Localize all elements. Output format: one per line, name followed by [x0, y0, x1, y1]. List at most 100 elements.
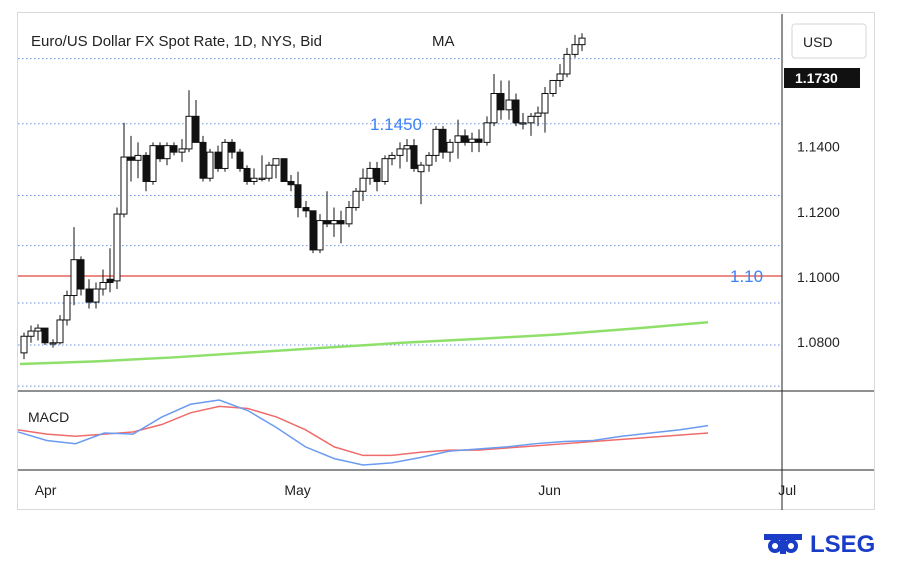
- candle: [359, 168, 367, 202]
- candle-body: [352, 190, 360, 209]
- candle: [272, 158, 280, 179]
- candle-body: [483, 122, 491, 143]
- candle: [425, 152, 433, 172]
- candle: [505, 80, 513, 120]
- candle: [475, 129, 483, 153]
- candle: [571, 34, 579, 58]
- candle-body: [250, 177, 258, 182]
- candle-body: [366, 167, 374, 179]
- candle: [403, 139, 411, 162]
- candle-body: [287, 180, 295, 186]
- candle-body: [446, 141, 454, 153]
- candle: [156, 142, 164, 162]
- candle: [127, 135, 135, 182]
- candle: [302, 201, 310, 218]
- candle-body: [92, 288, 100, 303]
- candle-body: [228, 141, 236, 153]
- candle-body: [41, 327, 49, 344]
- candle-body: [142, 154, 150, 182]
- candle-body: [243, 167, 251, 182]
- candle-body: [410, 145, 418, 169]
- candle-body: [316, 220, 324, 251]
- candle: [287, 174, 295, 192]
- lseg-logo: LSEG: [762, 530, 875, 558]
- candle-body: [417, 164, 425, 173]
- candle: [280, 158, 288, 182]
- candle: [20, 332, 28, 360]
- candle-body: [330, 220, 338, 225]
- candle: [56, 315, 64, 345]
- candle-body: [527, 115, 535, 124]
- candle-body: [120, 156, 128, 215]
- candle: [309, 210, 317, 254]
- y-tick-label: 1.1200: [797, 204, 840, 220]
- candle-body: [134, 154, 142, 161]
- candle-body: [549, 79, 557, 95]
- candle-body: [359, 177, 367, 192]
- candle-body: [490, 93, 498, 124]
- candle-body: [505, 99, 513, 111]
- candle-body: [206, 151, 214, 179]
- candle-body: [512, 99, 520, 124]
- candle-body: [127, 156, 135, 161]
- currency-badge[interactable]: [791, 23, 867, 59]
- candle: [294, 171, 302, 218]
- candle: [541, 86, 549, 133]
- candle: [373, 161, 381, 192]
- candle-body: [475, 138, 483, 143]
- candle: [490, 73, 498, 127]
- candle-body: [265, 164, 273, 179]
- x-tick-label: Apr: [35, 482, 57, 498]
- x-tick-label: Jul: [778, 482, 796, 498]
- chart-title: Euro/US Dollar FX Spot Rate, 1D, NYS, Bi…: [31, 33, 322, 50]
- candle-body: [272, 158, 280, 166]
- candle: [337, 210, 345, 244]
- candle-body: [113, 213, 121, 282]
- candle-body: [381, 158, 389, 182]
- candle-body: [432, 128, 440, 156]
- candle: [497, 80, 505, 120]
- macd-pane: [17, 399, 709, 466]
- currency-label: USD: [803, 34, 833, 50]
- candle: [366, 161, 374, 185]
- candle: [417, 161, 425, 205]
- candle: [170, 142, 178, 156]
- candle-body: [461, 135, 469, 143]
- candle: [41, 327, 49, 346]
- y-tick-label: 1.0800: [797, 334, 840, 350]
- candle-body: [106, 278, 114, 283]
- candle: [228, 139, 236, 159]
- candle: [410, 139, 418, 172]
- candle: [454, 119, 462, 159]
- candle: [556, 64, 564, 87]
- candle: [185, 90, 193, 153]
- y-tick-label: 1.1400: [797, 139, 840, 155]
- candle: [206, 148, 214, 182]
- candle-body: [425, 154, 433, 166]
- candle: [468, 132, 476, 153]
- price-gridlines: [18, 58, 782, 387]
- candle-body: [56, 319, 64, 344]
- candlestick-series: [20, 33, 586, 360]
- candle-body: [388, 154, 396, 160]
- macd-signal-line: [17, 405, 709, 457]
- candle-body: [27, 330, 35, 337]
- candle: [199, 135, 207, 182]
- candle-body: [541, 93, 549, 114]
- candle: [134, 142, 142, 179]
- candle-body: [556, 73, 564, 81]
- candle-body: [454, 135, 462, 143]
- candle: [396, 142, 404, 169]
- candle: [439, 126, 447, 159]
- candle-body: [497, 93, 505, 111]
- candle: [432, 126, 440, 162]
- candle: [92, 282, 100, 309]
- candle-body: [149, 145, 157, 182]
- candle-body: [199, 141, 207, 179]
- level-annotation: 1.10: [730, 267, 763, 286]
- candle-body: [221, 141, 229, 169]
- candle-body: [373, 167, 381, 182]
- macd-line: [17, 399, 709, 466]
- macd-label: MACD: [28, 409, 69, 425]
